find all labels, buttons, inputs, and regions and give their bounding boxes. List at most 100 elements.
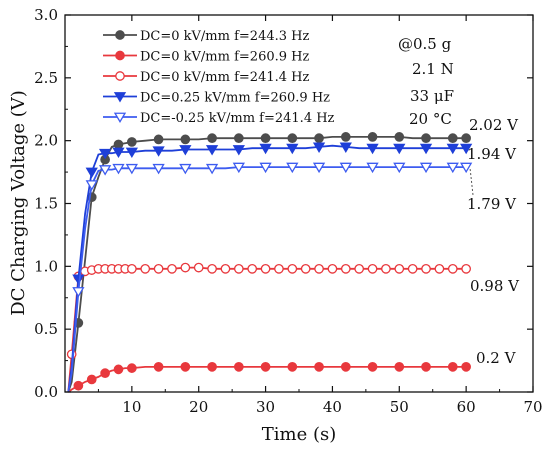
series-5-point [205, 163, 219, 175]
series-1-point [421, 133, 431, 144]
series-4-point [152, 146, 165, 157]
condition-label: @0.5 g [398, 35, 452, 53]
series-3-point [461, 263, 471, 274]
series-3-point [167, 263, 177, 274]
series-3-point [180, 262, 191, 273]
y-tick-label: 0.0 [34, 383, 58, 401]
series-1-point [207, 133, 217, 144]
condition-label: 33 μF [410, 87, 454, 105]
plot-area [66, 132, 473, 393]
series-2-point [180, 362, 191, 372]
x-tick-label: 30 [256, 398, 275, 416]
series-5-point [366, 162, 379, 174]
series-3-point [207, 263, 217, 274]
series-2-point [447, 362, 458, 372]
series-4-point [179, 145, 192, 156]
series-4-point [460, 143, 473, 155]
series-5-point [179, 163, 192, 175]
series-1-point [461, 133, 471, 144]
series-1-point [180, 134, 191, 145]
series-5 [67, 162, 473, 393]
y-tick-label: 2.0 [34, 132, 58, 150]
series-4-point [419, 143, 433, 155]
series-5-point [393, 162, 406, 174]
series-5-point [312, 162, 326, 174]
x-axis-title: Time (s) [262, 424, 337, 445]
series-2-point [340, 362, 351, 372]
x-tick-label: 60 [457, 398, 476, 416]
legend-entry: DC=0 kV/mm f=244.3 Hz [140, 29, 309, 44]
series-3-point [381, 263, 391, 274]
series-2-point [73, 380, 84, 391]
series-3-point [274, 263, 284, 274]
series-2-point [153, 362, 164, 372]
series-4-point [446, 143, 459, 155]
y-tick-label: 1.5 [34, 195, 58, 213]
series-4-point [259, 143, 272, 155]
legend-marker [115, 30, 125, 40]
series-5-point [259, 162, 272, 174]
series-1-point [447, 133, 458, 144]
series-1-point [287, 133, 298, 144]
y-tick-label: 3.0 [34, 6, 58, 24]
x-tick-label: 40 [323, 398, 342, 416]
series-1-point [340, 132, 351, 142]
legend-entry: DC=0 kV/mm f=241.4 Hz [140, 70, 309, 85]
series-4-point [232, 145, 245, 156]
series-5-point [85, 180, 98, 191]
series-2-point [287, 362, 298, 372]
series-1-point [233, 133, 244, 144]
series-2-point [100, 368, 110, 378]
series-5-point [232, 162, 245, 174]
series-3-point [421, 263, 431, 274]
y-tick-label: 2.5 [34, 69, 58, 87]
series-5-point [72, 287, 85, 298]
series-3-point [434, 263, 445, 274]
series-5-point [419, 162, 433, 174]
series-5-point [98, 165, 112, 176]
series-2-point [260, 362, 271, 372]
value-annotation: 2.02 V [469, 116, 519, 134]
series-3-point [193, 262, 204, 273]
series-3-point [247, 263, 258, 274]
series-4-point [85, 167, 98, 179]
series-5-point [125, 163, 138, 175]
series-4 [67, 142, 473, 393]
value-annotation: 0.98 V [470, 277, 520, 295]
series-3-point [233, 263, 244, 274]
series-1-point [153, 134, 164, 145]
series-1-point [367, 132, 378, 142]
series-1-point [314, 133, 324, 144]
series-5-point [446, 162, 459, 174]
series-4-point [98, 148, 112, 160]
series-2-point [207, 362, 217, 372]
legend-entry: DC=-0.25 kV/mm f=241.4 Hz [140, 111, 335, 126]
legend: DC=0 kV/mm f=244.3 Hz DC=0 kV/mm f=260.9 … [103, 29, 335, 126]
x-tick-label: 20 [189, 398, 208, 416]
series-5-point [286, 162, 299, 174]
x-tick-label: 50 [390, 398, 409, 416]
series-3-point [220, 263, 231, 274]
series-4-point [112, 147, 125, 159]
series-5-point [112, 163, 125, 175]
value-annotation: 1.79 V [467, 195, 517, 213]
series-4-point [205, 145, 219, 156]
y-tick-label: 1.0 [34, 257, 58, 275]
legend-marker [115, 50, 125, 61]
axes: 10 20 30 40 50 60 70 0.0 0.5 1.0 1.5 2.0 2.5 3.0 [34, 6, 542, 416]
series-3-point [340, 263, 351, 274]
series-2-point [461, 362, 471, 372]
series-1-point [394, 132, 405, 142]
y-tick-label: 0.5 [34, 320, 58, 338]
legend-marker [113, 92, 127, 103]
x-tick-label: 70 [523, 398, 542, 416]
series-4-point [393, 143, 406, 155]
value-annotations: 2.02 V 1.94 V 1.79 V 0.98 V 0.2 V [467, 116, 520, 367]
series-3-point [260, 263, 271, 274]
series-3-point [394, 263, 405, 274]
series-3-point [447, 263, 458, 274]
series-2-point [127, 363, 137, 373]
series-5-point [152, 163, 165, 175]
series-5-point [339, 162, 352, 174]
